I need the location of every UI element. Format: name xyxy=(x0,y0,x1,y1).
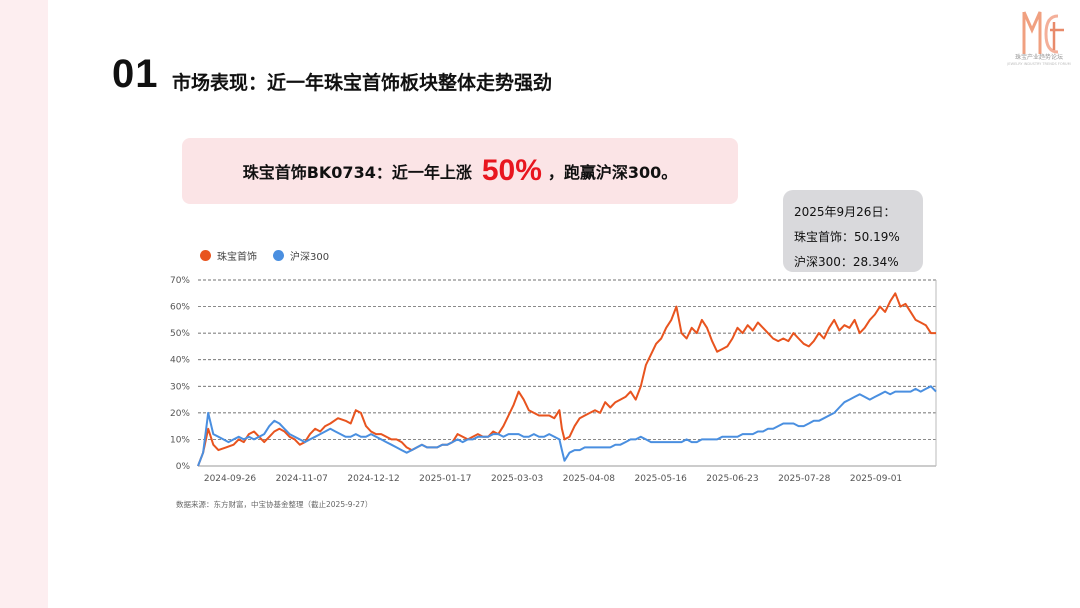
x-tick-label: 2025-03-03 xyxy=(491,474,543,484)
y-tick-label: 60% xyxy=(170,303,190,313)
legend-dot-csi300 xyxy=(273,250,284,261)
x-tick-label: 2025-04-08 xyxy=(563,474,616,484)
x-tick-label: 2025-05-16 xyxy=(635,474,688,484)
series-line-jewelry xyxy=(197,292,936,467)
series-line-csi300 xyxy=(197,385,937,467)
y-tick-label: 50% xyxy=(170,329,190,339)
x-tick-label: 2025-09-01 xyxy=(850,474,902,484)
y-tick-label: 0% xyxy=(176,462,191,472)
banner-suffix: ，跑赢沪深300。 xyxy=(547,163,678,182)
data-source-note: 数据来源：东方财富，中宝协基金整理（截止2025-9-27） xyxy=(176,500,373,509)
tooltip-jewelry: 珠宝首饰：50.19% xyxy=(794,230,900,244)
y-tick-label: 70% xyxy=(170,276,190,286)
banner-highlight: 50% xyxy=(481,154,542,187)
y-tick-label: 40% xyxy=(170,356,190,366)
y-tick-label: 20% xyxy=(170,409,190,419)
logo-subtext: JEWELRY INDUSTRY TRENDS FORUM xyxy=(1007,62,1071,66)
x-tick-label: 2025-01-17 xyxy=(419,474,471,484)
chart-legend: 珠宝首饰 沪深300 xyxy=(200,248,345,263)
logo-icon xyxy=(1022,11,1064,54)
x-tick-label: 2024-12-12 xyxy=(347,474,399,484)
tooltip-date: 2025年9月26日： xyxy=(794,205,896,219)
left-decor-band xyxy=(0,0,48,608)
highlight-banner: 珠宝首饰BK0734：近一年上涨 50% ，跑赢沪深300。 xyxy=(182,138,738,204)
logo-text: 珠宝产业趋势论坛 xyxy=(1014,54,1063,61)
y-tick-label: 30% xyxy=(170,382,190,392)
x-tick-label: 2025-07-28 xyxy=(778,474,831,484)
banner-prefix: 珠宝首饰BK0734：近一年上涨 xyxy=(242,163,472,182)
legend-item-jewelry[interactable]: 珠宝首饰 xyxy=(200,248,257,263)
legend-dot-jewelry xyxy=(200,250,211,261)
tooltip-csi300: 沪深300：28.34% xyxy=(794,255,899,269)
x-tick-label: 2025-06-23 xyxy=(706,474,758,484)
chart-tooltip: 2025年9月26日： 珠宝首饰：50.19% 沪深300：28.34% xyxy=(783,190,923,272)
slide-number: 01 xyxy=(112,52,159,96)
legend-item-csi300[interactable]: 沪深300 xyxy=(273,248,329,263)
x-tick-label: 2024-11-07 xyxy=(276,474,328,484)
slide-title: 市场表现：近一年珠宝首饰板块整体走势强劲 xyxy=(172,72,553,94)
x-tick-label: 2024-09-26 xyxy=(204,474,257,484)
legend-label-csi300: 沪深300 xyxy=(290,252,330,263)
y-tick-label: 10% xyxy=(170,435,190,445)
legend-label-jewelry: 珠宝首饰 xyxy=(217,252,257,263)
